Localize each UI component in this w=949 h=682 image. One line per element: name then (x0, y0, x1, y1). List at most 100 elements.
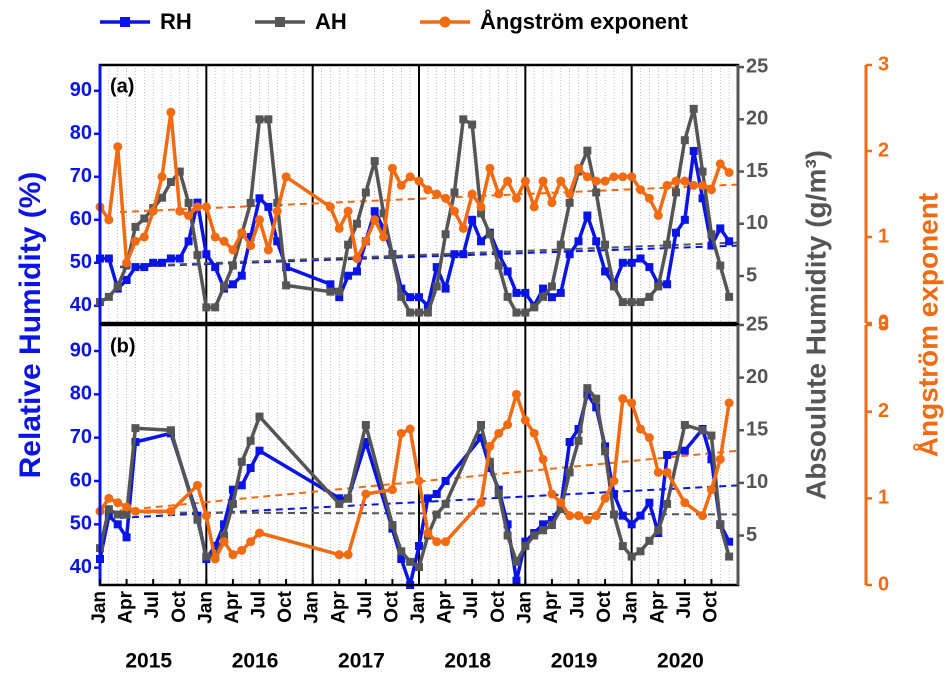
point (680, 498, 690, 508)
point (423, 301, 432, 310)
x-tick-label: Apr (647, 590, 668, 623)
point (441, 230, 450, 239)
point (565, 438, 574, 446)
point (237, 481, 246, 490)
point (609, 490, 618, 498)
point (415, 293, 423, 302)
trend-line (119, 449, 739, 512)
point (344, 271, 353, 280)
panel-label: (b) (110, 335, 136, 357)
point (485, 230, 494, 239)
point (157, 172, 167, 182)
point (636, 424, 646, 434)
x-tick-label: Jan (408, 591, 429, 624)
point (432, 510, 441, 519)
point (450, 250, 459, 259)
point (494, 261, 503, 270)
point (219, 537, 229, 547)
point (494, 489, 503, 498)
point (415, 563, 423, 572)
y-tick-label: 70 (70, 165, 92, 187)
point (370, 207, 379, 216)
year-label: 2016 (232, 650, 279, 673)
point (644, 433, 654, 443)
point (494, 189, 504, 199)
point (663, 240, 672, 249)
point (467, 189, 477, 199)
point (600, 176, 610, 186)
point (689, 180, 699, 190)
panel-label: (a) (110, 75, 134, 97)
point (166, 107, 176, 117)
point (592, 237, 601, 246)
point (432, 537, 442, 547)
point (680, 215, 689, 224)
point (273, 198, 282, 207)
point (521, 542, 530, 551)
x-tick-label: Jul (674, 591, 695, 618)
x-tick-label: Oct (700, 590, 721, 622)
point (653, 467, 663, 477)
legend-marker (439, 16, 451, 28)
point (228, 261, 237, 270)
point (335, 499, 344, 508)
x-tick-label: Oct (381, 590, 402, 622)
point (104, 254, 113, 263)
y2-tick-label: 25 (746, 313, 768, 335)
point (698, 194, 707, 203)
point (556, 498, 566, 508)
point (370, 157, 379, 166)
y2-tick-label: 10 (746, 212, 768, 234)
point (387, 485, 397, 495)
point (441, 499, 450, 508)
point (636, 185, 646, 195)
year-label: 2017 (338, 650, 385, 673)
point (529, 202, 539, 212)
legend-marker (275, 17, 285, 27)
point (503, 176, 513, 186)
point (539, 284, 548, 293)
x-tick-label: Jan (302, 591, 323, 624)
point (663, 499, 672, 508)
point (609, 476, 619, 486)
point (113, 142, 123, 152)
point (334, 550, 344, 560)
point (441, 537, 451, 547)
point (645, 536, 654, 545)
point (583, 146, 592, 155)
point (725, 537, 734, 546)
point (211, 303, 220, 312)
point (512, 557, 521, 566)
point (335, 287, 344, 296)
point (707, 230, 716, 239)
point (352, 254, 362, 263)
point (130, 506, 140, 516)
point (441, 284, 450, 293)
point (140, 263, 149, 272)
x-tick-label: Apr (116, 590, 137, 623)
x-tick-label: Jan (514, 591, 535, 624)
point (361, 438, 370, 446)
point (405, 172, 415, 182)
point (237, 545, 247, 555)
point (547, 521, 556, 529)
point (104, 215, 114, 225)
point (644, 193, 654, 203)
point (202, 552, 211, 561)
point (725, 552, 734, 561)
year-label: 2019 (551, 650, 598, 673)
point (707, 431, 716, 440)
point (415, 542, 423, 550)
point (272, 206, 282, 216)
x-tick-label: Oct (275, 590, 296, 622)
point (131, 222, 140, 231)
y-axis-title: Relative Humidity (%) (14, 172, 47, 479)
point (521, 308, 530, 317)
point (671, 176, 681, 186)
point (538, 176, 548, 186)
point (547, 282, 556, 291)
point (574, 163, 583, 173)
legend-marker (120, 17, 130, 27)
point (609, 510, 618, 519)
x-tick-label: Jul (461, 591, 482, 618)
